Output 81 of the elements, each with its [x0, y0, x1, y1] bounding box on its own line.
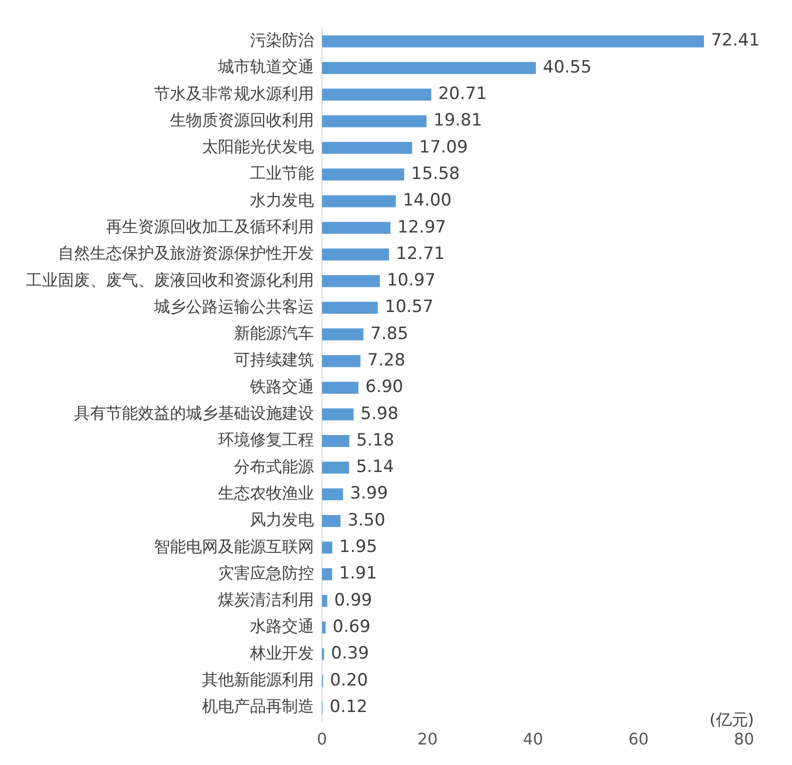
data-label: 72.41: [710, 30, 760, 51]
y-tick-label: 林业开发: [249, 643, 314, 662]
y-tick-label: 机电产品再制造: [202, 696, 314, 716]
y-tick-label: 水力发电: [250, 190, 314, 210]
y-tick-label: 生态农牧渔业: [218, 483, 314, 502]
bar: [322, 302, 378, 314]
bar: [322, 462, 350, 474]
data-label: 7.28: [367, 350, 406, 370]
bar: [322, 568, 332, 580]
y-tick-label: 生物质资源回收利用: [170, 110, 314, 130]
data-label: 6.90: [365, 377, 404, 398]
bar: [322, 35, 704, 48]
bar: [322, 195, 396, 208]
data-label: 20.71: [438, 84, 487, 104]
bar: [322, 115, 426, 128]
data-label: 7.85: [370, 324, 408, 344]
data-label: 5.98: [360, 404, 398, 424]
bar: [322, 62, 536, 74]
y-tick-label: 太阳能光伏发电: [202, 137, 314, 156]
data-label: 1.91: [339, 564, 377, 584]
y-tick-label: 铁路交通: [249, 376, 314, 396]
bar: [322, 222, 390, 234]
bar: [322, 88, 432, 101]
data-label: 12.97: [397, 217, 446, 238]
bar: [322, 142, 412, 154]
data-label: 10.57: [384, 297, 434, 318]
y-tick-label: 城市轨道交通: [217, 57, 314, 76]
y-tick-label: 城乡公路运输公共客运: [153, 296, 314, 316]
x-tick-label: 80: [734, 730, 754, 749]
data-label: 0.20: [330, 670, 368, 690]
bar: [322, 382, 358, 394]
y-tick-label: 工业固废、废气、废液回收和资源化利用: [26, 270, 314, 290]
data-label: 5.14: [356, 457, 394, 478]
data-label: 5.18: [356, 430, 394, 450]
data-label: 10.97: [386, 270, 436, 291]
data-label: 17.09: [419, 137, 468, 158]
y-tick-label: 煤炭清洁利用: [218, 590, 314, 610]
x-tick-label: 0: [316, 730, 328, 749]
y-tick-label: 节水及非常规水源利用: [154, 84, 314, 103]
y-tick-label: 风力发电: [250, 510, 314, 530]
bar: [322, 435, 350, 448]
bar: [322, 488, 344, 500]
data-label: 0.12: [330, 696, 368, 717]
y-tick-label: 具有节能效益的城乡基础设施建设: [74, 404, 314, 423]
y-tick-label: 分布式能源: [234, 456, 314, 476]
data-label: 19.81: [434, 110, 482, 131]
bar: [322, 408, 354, 420]
annotation: (亿元): [710, 710, 754, 729]
y-tick-label: 工业节能: [250, 164, 314, 183]
x-tick-label: 60: [628, 730, 649, 749]
y-tick-label: 智能电网及能源互联网: [154, 536, 314, 556]
data-label: 0.99: [334, 590, 372, 610]
y-tick-label: 自然生态保护及旅游资源保护性开发: [58, 244, 314, 263]
y-tick-label: 新能源汽车: [234, 324, 314, 343]
bar: [322, 248, 390, 260]
bar: [322, 594, 328, 607]
y-tick-label: 水路交通: [250, 616, 314, 636]
data-label: 40.55: [542, 57, 592, 78]
y-tick-label: 可持续建筑: [234, 350, 314, 370]
y-tick-label: 污染防治: [250, 30, 314, 50]
y-tick-label: 灾害应急防控: [218, 563, 314, 582]
data-label: 3.99: [350, 484, 388, 504]
x-tick-label: 40: [522, 730, 544, 749]
y-tick-label: 其他新能源利用: [202, 670, 314, 689]
x-tick-label: 20: [417, 730, 438, 749]
y-tick-label: 再生资源回收加工及循环利用: [106, 217, 314, 236]
bar: [322, 622, 326, 634]
data-label: 3.50: [347, 510, 386, 530]
data-label: 1.95: [339, 537, 378, 558]
bar: [322, 514, 340, 527]
data-label: 14.00: [402, 190, 452, 211]
data-label: 15.58: [411, 164, 460, 184]
bar: [322, 168, 404, 181]
bar: [322, 275, 380, 288]
bar: [322, 355, 360, 368]
bar: [322, 542, 332, 554]
data-label: 0.69: [332, 616, 370, 637]
bar: [322, 328, 364, 340]
y-tick-label: 环境修复工程: [218, 430, 314, 450]
data-label: 0.39: [331, 644, 369, 664]
data-label: 12.71: [396, 244, 445, 264]
